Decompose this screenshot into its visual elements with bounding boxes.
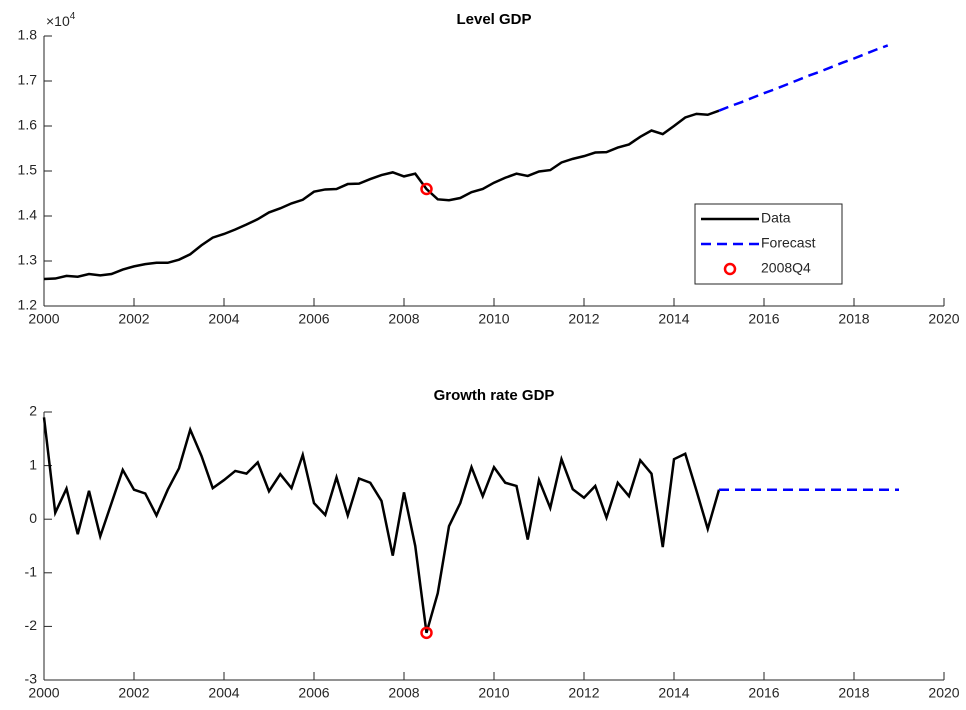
x-tick-label: 2004 <box>208 685 239 701</box>
marker <box>420 626 433 640</box>
data-line <box>42 417 721 634</box>
x-tick-label: 2008 <box>388 311 419 327</box>
x-tick-label: 2012 <box>568 311 599 327</box>
x-tick-label: 2020 <box>928 311 959 327</box>
data-line <box>718 44 889 112</box>
y-exponent: ×104 <box>46 11 76 29</box>
legend-marker <box>723 262 737 276</box>
x-tick-label: 2006 <box>298 311 329 327</box>
chart-title: Level GDP <box>456 11 531 28</box>
legend-label: 2008Q4 <box>761 260 811 276</box>
exponent-power: 4 <box>70 11 76 22</box>
y-tick-label: 0 <box>29 510 37 526</box>
x-tick-label: 2016 <box>748 685 779 701</box>
x-tick-label: 2018 <box>838 311 869 327</box>
plot-area <box>44 412 944 680</box>
marker <box>420 182 433 196</box>
x-tick-label: 2002 <box>118 685 149 701</box>
y-tick-label: 1.3 <box>18 252 38 268</box>
x-tick-label: 2004 <box>208 311 239 327</box>
x-tick-label: 2000 <box>28 685 59 701</box>
x-tick-label: 2008 <box>388 685 419 701</box>
x-tick-label: 2012 <box>568 685 599 701</box>
x-tick-label: 2010 <box>478 311 509 327</box>
x-tick-label: 2010 <box>478 685 509 701</box>
exponent-base: ×10 <box>46 13 70 29</box>
y-tick-label: 1.5 <box>18 162 38 178</box>
y-tick-label: -3 <box>25 671 38 687</box>
x-tick-label: 2000 <box>28 311 59 327</box>
y-tick-label: -1 <box>25 564 38 580</box>
x-tick-label: 2020 <box>928 685 959 701</box>
chart-title: Growth rate GDP <box>434 387 555 404</box>
y-tick-label: -2 <box>25 617 38 633</box>
y-tick-label: 1.8 <box>18 27 38 43</box>
x-tick-label: 2014 <box>658 685 689 701</box>
y-tick-label: 1.7 <box>18 72 38 88</box>
data-line <box>43 109 720 281</box>
y-tick-label: 1 <box>29 456 37 472</box>
x-tick-label: 2018 <box>838 685 869 701</box>
y-tick-label: 1.4 <box>18 207 38 223</box>
y-tick-label: 2 <box>29 403 37 419</box>
x-tick-label: 2006 <box>298 685 329 701</box>
legend-label: Data <box>761 210 791 226</box>
y-tick-label: 1.6 <box>18 117 38 133</box>
x-tick-label: 2016 <box>748 311 779 327</box>
legend-label: Forecast <box>761 235 816 251</box>
y-tick-label: 1.2 <box>18 297 38 313</box>
x-tick-label: 2014 <box>658 311 689 327</box>
x-tick-label: 2002 <box>118 311 149 327</box>
